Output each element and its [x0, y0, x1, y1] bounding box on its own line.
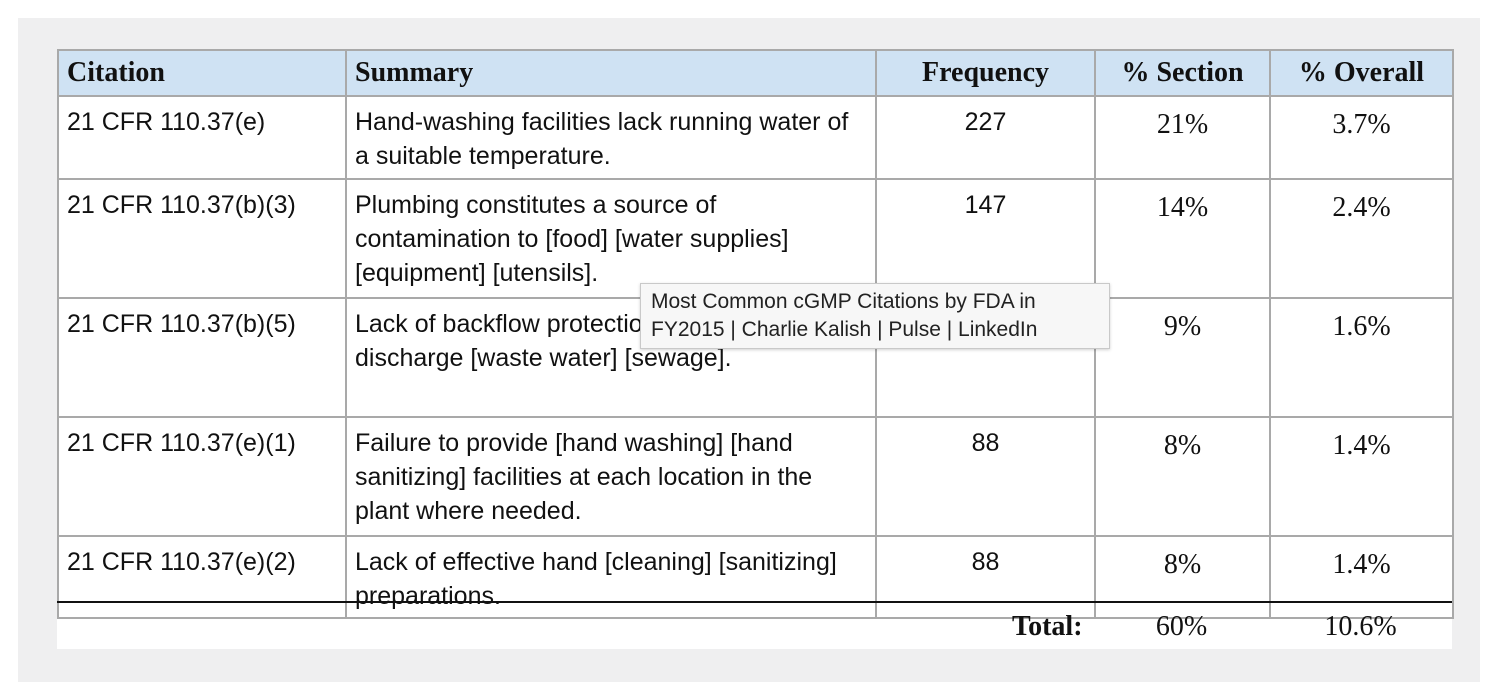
cell-summary: Plumbing constitutes a source of contami… — [345, 178, 877, 299]
header-citation: Citation — [57, 49, 347, 97]
citations-table: Citation Summary Frequency % Section % O… — [57, 49, 1454, 619]
header-pct-section: % Section — [1094, 49, 1271, 97]
cell-pct-overall: 3.7% — [1269, 95, 1454, 180]
header-summary: Summary — [345, 49, 877, 97]
table-row: 21 CFR 110.37(b)(3) Plumbing constitutes… — [57, 178, 1454, 299]
cell-pct-section: 9% — [1094, 297, 1271, 418]
cell-summary: Failure to provide [hand washing] [hand … — [345, 416, 877, 537]
cell-citation: 21 CFR 110.37(b)(5) — [57, 297, 347, 418]
table-row: 21 CFR 110.37(e)(2) Lack of effective ha… — [57, 535, 1454, 619]
cell-pct-section: 8% — [1094, 535, 1271, 619]
cell-summary: Hand-washing facilities lack running wat… — [345, 95, 877, 180]
cell-frequency: 88 — [875, 535, 1096, 619]
cell-citation: 21 CFR 110.37(e) — [57, 95, 347, 180]
cell-frequency: 227 — [875, 95, 1096, 180]
table-header-row: Citation Summary Frequency % Section % O… — [57, 49, 1454, 97]
cell-pct-overall: 1.4% — [1269, 416, 1454, 537]
cell-pct-section: 8% — [1094, 416, 1271, 537]
cell-citation: 21 CFR 110.37(e)(2) — [57, 535, 347, 619]
image-title-tooltip: Most Common cGMP Citations by FDA in FY2… — [640, 283, 1110, 349]
cell-pct-overall: 1.6% — [1269, 297, 1454, 418]
cell-pct-overall: 2.4% — [1269, 178, 1454, 299]
cell-pct-overall: 1.4% — [1269, 535, 1454, 619]
table-row: 21 CFR 110.37(e) Hand-washing facilities… — [57, 95, 1454, 180]
cell-pct-section: 21% — [1094, 95, 1271, 180]
cell-pct-section: 14% — [1094, 178, 1271, 299]
cell-summary: Lack of effective hand [cleaning] [sanit… — [345, 535, 877, 619]
header-pct-overall: % Overall — [1269, 49, 1454, 97]
total-divider — [57, 601, 1452, 603]
total-pct-overall: 10.6% — [1324, 611, 1397, 642]
total-label: Total: — [1012, 611, 1083, 642]
cell-frequency: 88 — [875, 416, 1096, 537]
cell-citation: 21 CFR 110.37(b)(3) — [57, 178, 347, 299]
citation-table-image: Citation Summary Frequency % Section % O… — [57, 49, 1454, 649]
cell-frequency: 147 — [875, 178, 1096, 299]
table-row: 21 CFR 110.37(e)(1) Failure to provide [… — [57, 416, 1454, 537]
cell-citation: 21 CFR 110.37(e)(1) — [57, 416, 347, 537]
header-frequency: Frequency — [875, 49, 1096, 97]
total-pct-section: 60% — [1155, 611, 1208, 642]
